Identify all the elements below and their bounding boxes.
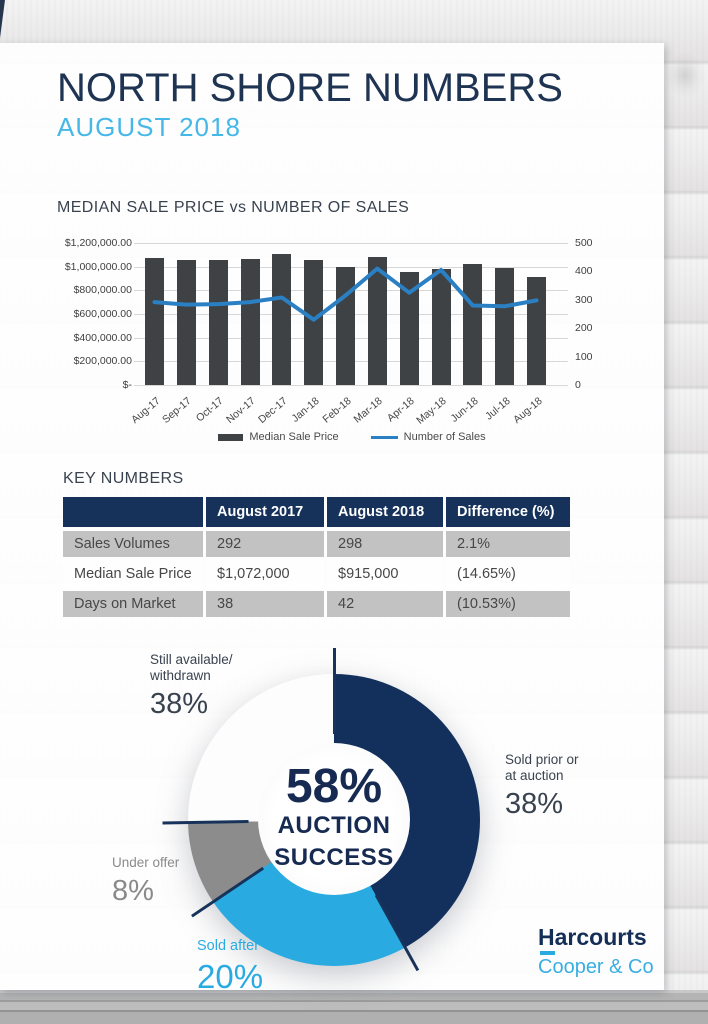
legend-item-number-of-sales: Number of Sales (349, 431, 486, 443)
median-price-bar-Jan-18 (304, 259, 324, 385)
table-cell: 292 (206, 531, 324, 557)
left-axis-tick: $800,000.00 (73, 284, 132, 297)
right-axis-tick: 400 (575, 265, 593, 278)
auction-success-percent: 58% (285, 760, 383, 813)
slice-percent: 8% (112, 875, 154, 907)
gridline (134, 385, 568, 386)
logo-underline (540, 951, 555, 955)
table-header-aug-2017: August 2017 (206, 497, 324, 527)
gridline (134, 243, 568, 244)
key-numbers-heading: KEY NUMBERS (63, 470, 184, 487)
left-axis-ticks: $1,200,000.00 $1,000,000.00 $800,000.00 $60… (40, 237, 132, 391)
table-cell-row-label: Median Sale Price (63, 561, 203, 587)
key-numbers-table: August 2017 August 2018 Difference (%) S… (63, 497, 570, 617)
page-title-secondary: NUMBERS (351, 66, 563, 110)
table-cell: $1,072,000 (206, 561, 324, 587)
donut-divider-line (332, 648, 336, 734)
gridline (134, 266, 568, 268)
slice-label-sold-after: Sold after 20% (197, 938, 263, 996)
left-axis-tick: $400,000.00 (73, 331, 132, 344)
median-price-bar-Oct-17 (208, 259, 228, 385)
table-header-aug-2018: August 2018 (327, 497, 443, 527)
median-price-bar-Jun-18 (463, 264, 483, 385)
auction-word: AUCTION (277, 812, 391, 839)
logo-subname: Cooper & Co (538, 955, 654, 978)
slice-percent: 20% (197, 958, 264, 995)
slice-label-text: withdrawn (150, 668, 211, 683)
slice-percent: 38% (505, 788, 564, 820)
table-cell: 2.1% (446, 531, 570, 557)
right-axis-tick: 100 (575, 350, 593, 363)
bar-swatch-icon (218, 433, 244, 441)
right-axis-tick: 0 (575, 379, 581, 391)
slice-label-still-available: Still available/ withdrawn 38% (150, 652, 233, 721)
table-cell: 42 (327, 591, 443, 617)
slice-label-text: Sold after (197, 938, 260, 954)
page-title: NORTH SHORE NUMBERS (57, 66, 657, 111)
right-axis-tick: 500 (575, 237, 593, 249)
median-price-bar-Sep-17 (176, 260, 196, 385)
legend-bar-label: Median Sale Price (249, 431, 339, 443)
left-axis-tick: $1,200,000.00 (64, 237, 132, 249)
price-chart-heading: MEDIAN SALE PRICE vs NUMBER OF SALES (57, 199, 410, 216)
slice-label-text: Under offer (112, 855, 180, 870)
left-axis-tick: $1,000,000.00 (64, 260, 132, 273)
median-price-bar-Apr-18 (399, 272, 419, 385)
table-cell: 298 (327, 531, 443, 557)
table-cell: $915,000 (327, 561, 443, 587)
right-axis-tick: 200 (575, 322, 593, 335)
table-header-empty (63, 497, 203, 527)
right-axis-ticks: 500 400 300 200 100 0 (575, 237, 605, 391)
logo-name: Harcourts (538, 924, 647, 950)
median-price-bar-Aug-17 (145, 258, 164, 385)
slice-label-text: at auction (505, 768, 564, 783)
page-subtitle: AUGUST 2018 (57, 112, 241, 142)
table-cell-row-label: Days on Market (63, 591, 203, 617)
table-cell: (10.53%) (446, 591, 570, 617)
table-header-difference: Difference (%) (446, 497, 570, 527)
harcourts-logo: Harcourts Cooper & Co (538, 925, 654, 978)
slice-label-text: Still available/ (150, 652, 233, 667)
wood-knot-texture (664, 52, 706, 98)
page-title-primary: NORTH SHORE (57, 66, 352, 110)
chart-legend: Median Sale Price Number of Sales (140, 431, 564, 443)
x-axis-labels: Aug-17 Sep-17 Oct-17 Nov-17 Dec-17 Jan-18 Feb-… (129, 389, 564, 429)
left-axis-tick: $200,000.00 (73, 355, 132, 368)
table-cell-row-label: Sales Volumes (63, 531, 203, 557)
table-cell: 38 (206, 591, 324, 617)
donut-center-circle: 58% AUCTION SUCCESS (258, 743, 410, 895)
slice-label-text: Sold prior or (505, 752, 579, 767)
median-price-bar-Mar-18 (367, 256, 387, 385)
page-corner-sliver (0, 0, 5, 38)
table-cell: (14.65%) (446, 561, 570, 587)
left-axis-tick: $600,000.00 (73, 308, 132, 320)
slice-percent: 38% (150, 688, 209, 720)
legend-item-median-price: Median Sale Price (218, 431, 339, 443)
median-price-bar-Jul-18 (495, 268, 515, 385)
sales-line-layer (140, 243, 564, 385)
success-word: SUCCESS (274, 844, 394, 871)
combo-chart-plot-area (134, 243, 568, 386)
wood-plank-bottom-band (0, 990, 708, 1024)
median-price-bar-Nov-17 (240, 259, 260, 385)
median-price-bar-Dec-17 (272, 253, 292, 385)
slice-label-sold-prior: Sold prior or at auction 38% (505, 752, 579, 821)
left-axis-tick: $- (122, 379, 132, 391)
legend-line-label: Number of Sales (403, 431, 486, 443)
median-price-bar-Aug-18 (527, 276, 546, 385)
slice-label-under-offer: Under offer 8% (112, 855, 179, 908)
number-of-sales-line (152, 266, 539, 322)
median-price-bar-May-18 (431, 269, 451, 385)
right-axis-tick: 300 (575, 293, 593, 306)
line-swatch-icon (370, 435, 398, 439)
